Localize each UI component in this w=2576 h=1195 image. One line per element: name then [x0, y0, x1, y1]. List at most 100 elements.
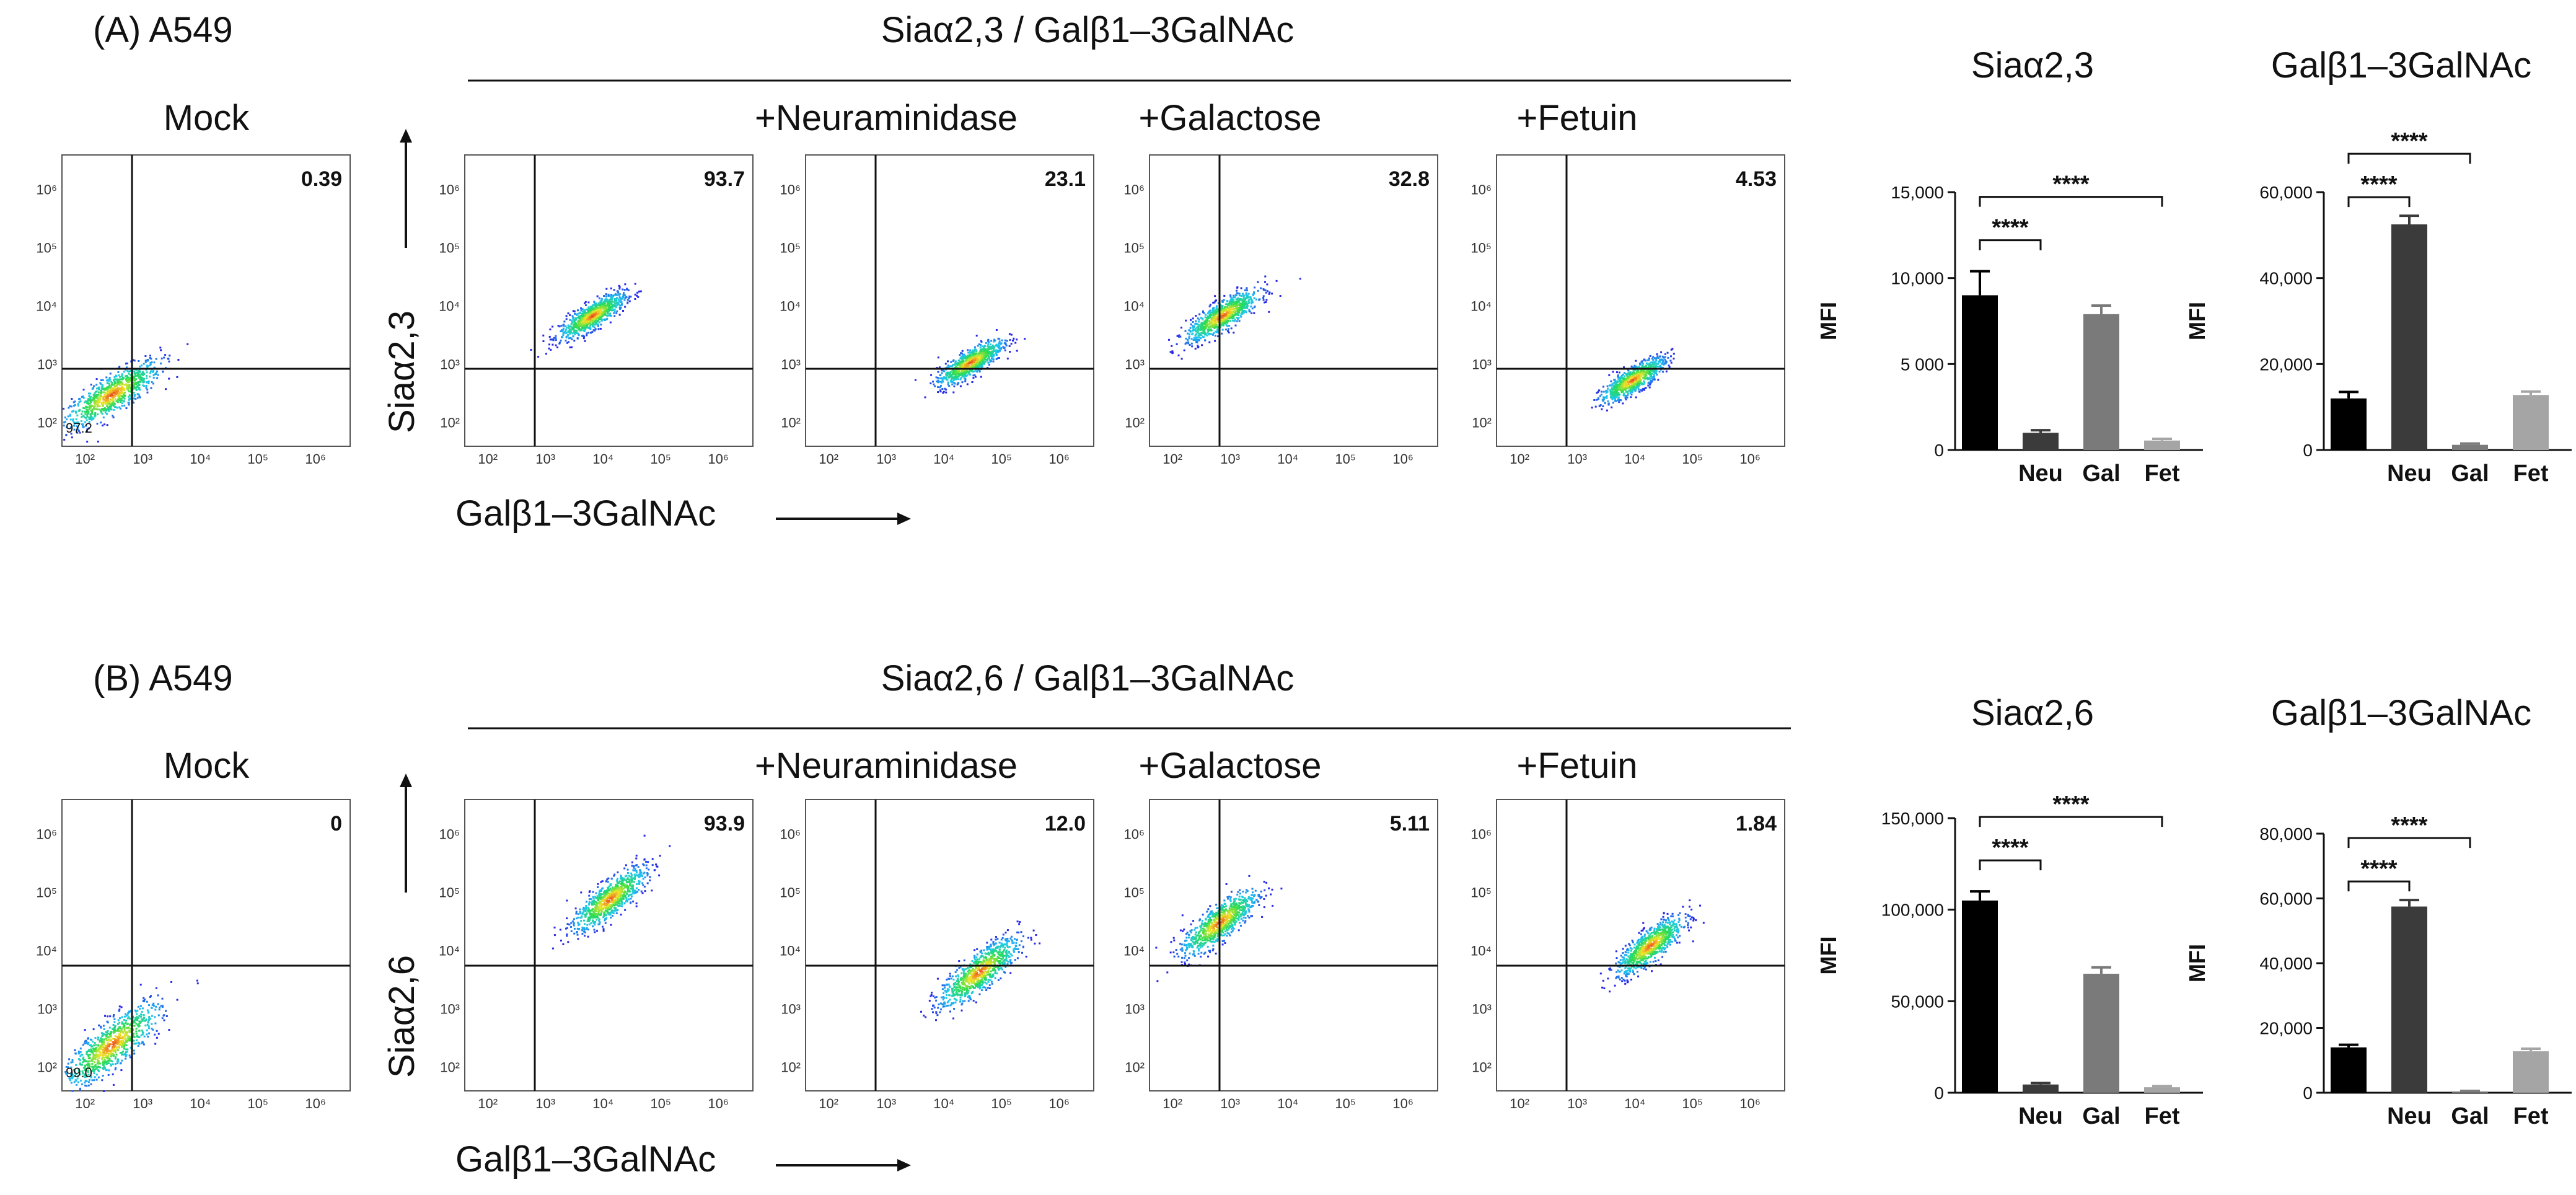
flow-event [993, 350, 995, 351]
flow-event [1611, 383, 1614, 386]
flow-event [90, 405, 92, 407]
flow-event [990, 340, 993, 342]
flow-event [970, 357, 973, 359]
flow-event [969, 365, 970, 368]
flow-event [161, 1005, 164, 1007]
flow-event [1611, 389, 1612, 391]
flow-event [960, 372, 962, 374]
flow-event [69, 426, 72, 428]
flow-event [1205, 333, 1207, 335]
flow-event [114, 398, 116, 400]
flow-event [108, 1069, 110, 1072]
flow-event [124, 392, 126, 394]
flow-event [105, 399, 108, 402]
flow-event [948, 372, 951, 374]
flow-event [142, 381, 144, 384]
flow-event [583, 329, 586, 332]
flow-event [1192, 317, 1194, 320]
flow-y-tick-label: 10⁵ [439, 240, 460, 255]
flow-event [99, 382, 102, 384]
flow-event [1229, 296, 1232, 298]
flow-event [1006, 340, 1008, 342]
flow-event [975, 366, 977, 369]
flow-event [1242, 301, 1244, 304]
flow-event [1234, 324, 1237, 327]
flow-event [133, 1025, 136, 1027]
flow-event [567, 330, 569, 332]
flow-event [1251, 307, 1254, 310]
flow-event [1197, 317, 1199, 320]
flow-event [977, 353, 978, 355]
flow-event [113, 384, 116, 387]
flow-event [584, 317, 587, 319]
flow-event [582, 313, 584, 315]
flow-event [152, 382, 154, 385]
flow-event [977, 356, 980, 358]
flow-event [1620, 399, 1622, 402]
flow-event [980, 366, 982, 368]
flow-event [115, 1049, 117, 1051]
flow-event [1652, 363, 1655, 365]
flow-event [1233, 296, 1235, 299]
bar-chart-y-tick-label: 5 000 [1901, 355, 1944, 374]
flow-event [111, 382, 113, 384]
flow-event [1654, 361, 1656, 363]
flow-event [1236, 306, 1238, 308]
flow-event [1220, 304, 1223, 307]
flow-event [624, 283, 626, 286]
flow-event [576, 316, 579, 319]
flow-event [1231, 316, 1233, 319]
flow-event [1656, 355, 1659, 358]
flow-event [134, 387, 137, 390]
flow-event [95, 1047, 97, 1050]
flow-event [106, 1031, 108, 1034]
flow-event [581, 315, 584, 317]
flow-event [118, 1046, 120, 1049]
flow-event [582, 320, 585, 322]
flow-event [1247, 302, 1250, 304]
flow-event [1617, 377, 1620, 380]
flow-event [89, 413, 92, 415]
flow-event [1207, 329, 1210, 331]
flow-event [1178, 334, 1180, 337]
flow-event [606, 300, 609, 302]
flow-event [618, 304, 621, 307]
flow-event [577, 332, 579, 335]
flow-event [132, 375, 134, 377]
flow-event [157, 374, 159, 376]
flow-event [1171, 345, 1173, 347]
flow-event [615, 294, 618, 296]
flow-event [126, 384, 129, 387]
flow-event [1615, 380, 1617, 382]
flow-event [1187, 342, 1190, 345]
flow-event [1257, 289, 1259, 292]
flow-event [605, 288, 608, 290]
flow-event [974, 346, 976, 348]
flow-event [949, 371, 952, 373]
flow-event [1233, 294, 1235, 297]
flow-event [1608, 374, 1611, 376]
flow-event [1643, 380, 1645, 382]
flow-event [1262, 297, 1265, 299]
flow-event [116, 1041, 119, 1044]
bar-chart-category-label: Neu [2018, 461, 2063, 487]
flow-event [1637, 381, 1640, 384]
flow-event [105, 376, 108, 379]
flow-event [573, 329, 575, 330]
flow-event [141, 1018, 143, 1020]
flow-event [101, 1058, 103, 1061]
flow-event [105, 392, 107, 395]
flow-event [1671, 348, 1674, 350]
flow-event [99, 399, 101, 401]
flow-event [622, 294, 625, 296]
flow-event [1617, 384, 1620, 386]
flow-event [591, 331, 594, 333]
flow-event [951, 376, 953, 378]
flow-event [565, 332, 568, 334]
flow-event [97, 1058, 99, 1061]
flow-event [975, 364, 977, 367]
flow-event [115, 392, 117, 395]
flow-event [977, 345, 979, 347]
flow-event [121, 1037, 123, 1039]
flow-event [914, 379, 917, 381]
